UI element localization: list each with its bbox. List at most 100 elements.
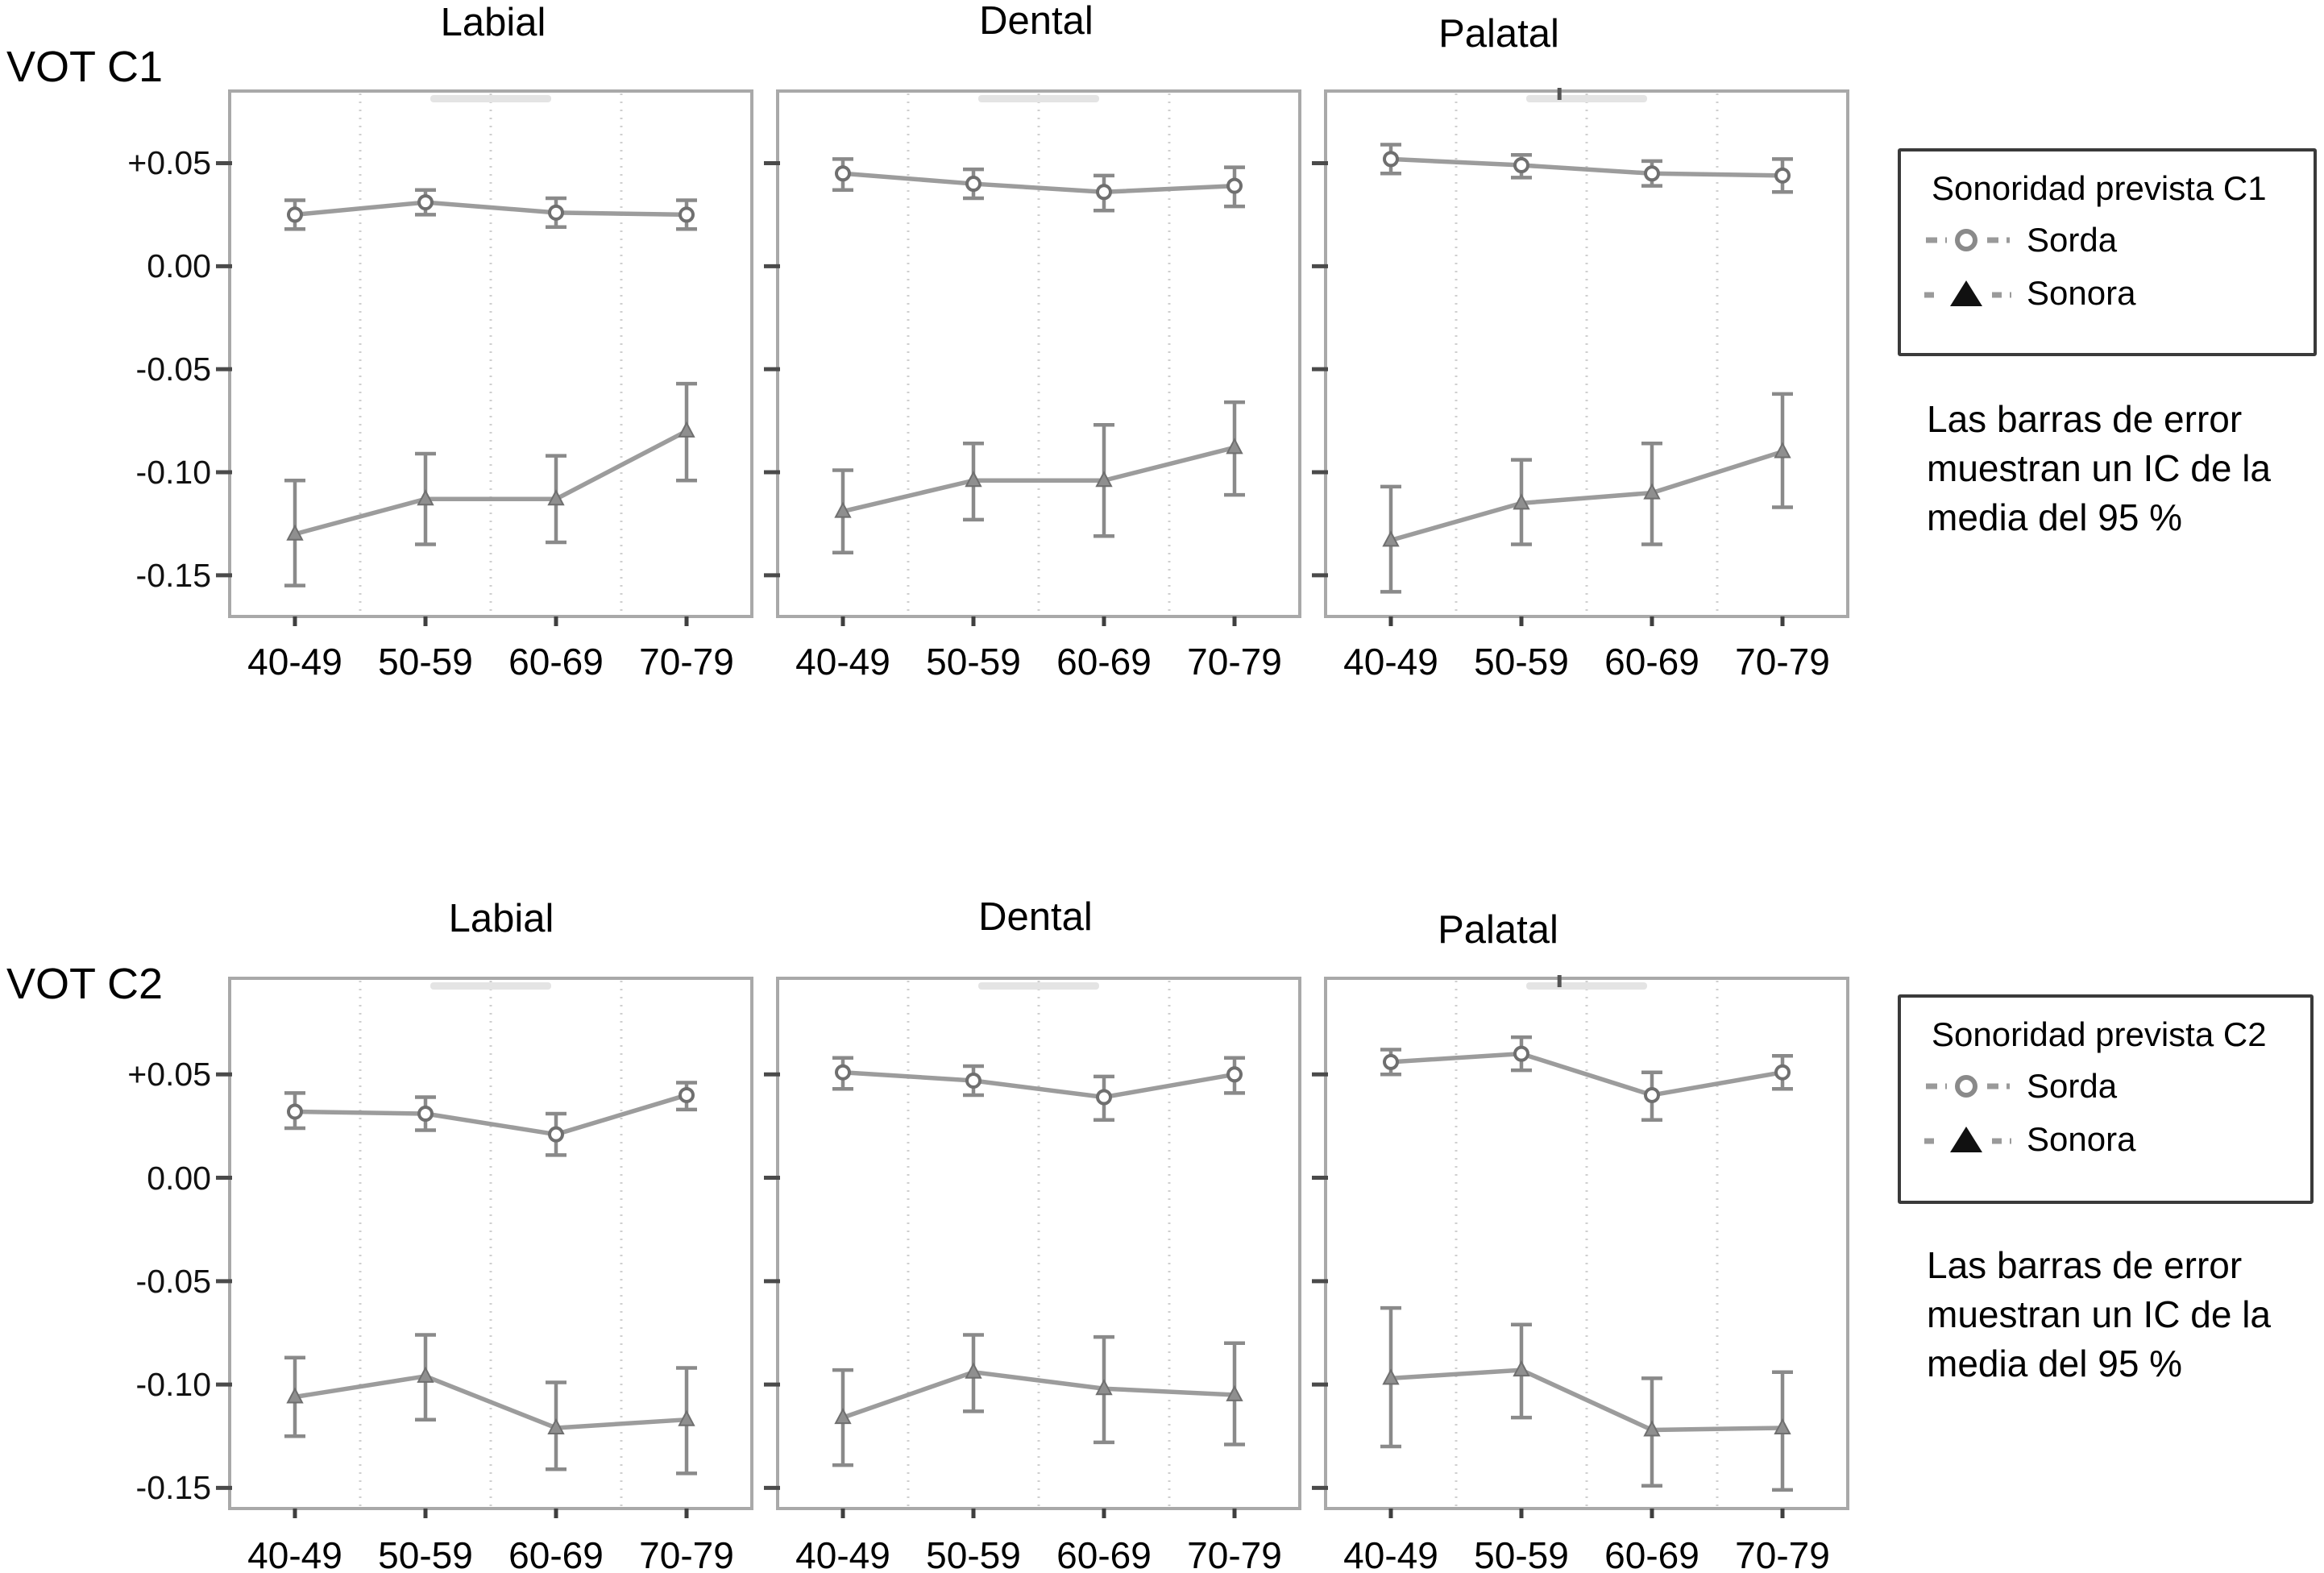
x-tick-label: 70-79	[1735, 641, 1830, 683]
sonora-marker	[834, 1407, 852, 1425]
top-smudge-artifact	[1526, 982, 1647, 990]
x-tick-label: 60-69	[1604, 641, 1699, 683]
sonora-marker	[1095, 1379, 1113, 1396]
series-line	[1390, 449, 1783, 543]
chart-panel-vot-c1-dental: 40-49 50-59 60-69 70-79	[764, 89, 1301, 683]
series-sonora	[284, 381, 697, 587]
sorda-marker	[835, 1064, 851, 1081]
legend-item-sonora: Sonora	[1915, 272, 2314, 314]
sonora-marker	[1382, 1368, 1400, 1385]
sorda-open-circle-icon	[1915, 1067, 2020, 1106]
top-smudge-artifact	[978, 982, 1099, 990]
sorda-open-circle-icon	[1915, 221, 2020, 259]
sonora-marker	[286, 524, 304, 541]
x-tick-label: 60-69	[508, 1534, 604, 1573]
sonora-marker	[1226, 1384, 1243, 1401]
series-line	[294, 1093, 687, 1137]
sorda-marker	[1513, 157, 1529, 174]
sorda-marker	[548, 1126, 564, 1143]
x-tick-label: 50-59	[378, 1534, 473, 1573]
chart-panel-vot-c2-dental: 40-49 50-59 60-69 70-79	[764, 977, 1301, 1573]
y-tick-label: -0.10	[135, 454, 211, 492]
legend-label-sorda: Sorda	[2027, 221, 2118, 259]
panel-border	[776, 977, 1301, 1510]
series-line	[294, 1374, 687, 1430]
x-tick-label: 40-49	[795, 641, 890, 683]
panel-title-c1-palatal: Palatal	[1438, 12, 1559, 56]
sorda-marker	[965, 176, 981, 193]
sonora-marker	[1513, 1359, 1530, 1377]
error-bar-note-c2: Las barras de error muestran un IC de la…	[1927, 1244, 2272, 1384]
sorda-marker	[679, 206, 695, 223]
x-tick-label: 40-49	[795, 1534, 890, 1573]
sorda-marker	[1644, 165, 1660, 182]
legend-item-sonora: Sonora	[1915, 1119, 2310, 1160]
sorda-marker	[287, 206, 303, 223]
sonora-marker	[1774, 442, 1791, 459]
series-line	[842, 1069, 1235, 1100]
sorda-marker	[1774, 1064, 1791, 1081]
legend-c1: Sonoridad prevista C1 Sorda Sonora	[1898, 148, 2317, 356]
y-tick-label: 0.00	[147, 1159, 211, 1197]
sorda-marker	[1226, 177, 1243, 194]
x-tick-label: 60-69	[1056, 1534, 1152, 1573]
x-tick-label: 60-69	[1056, 641, 1152, 683]
series-sorda	[1380, 1035, 1793, 1122]
legend-title-c1: Sonoridad prevista C1	[1932, 169, 2267, 207]
sonora-marker	[286, 1387, 304, 1404]
x-tick-label: 40-49	[247, 1534, 342, 1573]
x-tick-label: 40-49	[1343, 1534, 1438, 1573]
y-tick-label: -0.10	[135, 1366, 211, 1404]
x-tick-label: 70-79	[1187, 641, 1282, 683]
series-sonora	[832, 1333, 1245, 1467]
series-line	[842, 1369, 1235, 1420]
legend-title-c2: Sonoridad prevista C2	[1932, 1015, 2267, 1053]
chart-panel-vot-c2-palatal: 40-49 50-59 60-69 70-79	[1312, 975, 1849, 1573]
x-tick-label: 50-59	[1474, 641, 1569, 683]
sonora-filled-triangle-icon	[1915, 1120, 2020, 1159]
top-smudge-artifact	[978, 95, 1099, 102]
row-label-vot-c1: VOT C1	[6, 43, 164, 91]
sorda-marker	[417, 194, 434, 211]
sorda-marker	[1383, 151, 1399, 168]
y-tick-label: 0.00	[147, 247, 211, 285]
sorda-marker	[1513, 1045, 1529, 1062]
y-tick-label: -0.05	[135, 351, 211, 388]
legend-label-sorda: Sorda	[2027, 1067, 2118, 1105]
sorda-marker	[287, 1103, 303, 1120]
top-border-mark-artifact	[1557, 88, 1562, 100]
sonora-marker	[547, 489, 565, 506]
x-tick-label: 60-69	[1604, 1534, 1699, 1573]
sonora-marker	[1643, 1420, 1661, 1437]
series-line	[842, 445, 1235, 514]
sorda-marker	[1644, 1086, 1660, 1103]
sorda-marker	[1096, 1089, 1112, 1106]
y-tick-label: +0.05	[127, 1056, 211, 1094]
sonora-marker	[417, 1366, 434, 1383]
x-tick-label: 70-79	[639, 1534, 734, 1573]
panel-border	[228, 977, 753, 1510]
series-line	[1390, 156, 1783, 178]
legend-label-sonora: Sonora	[2027, 1120, 2136, 1158]
chart-panel-vot-c1-labial: 40-49 50-59 60-69 70-79	[216, 89, 753, 683]
y-tick-label: +0.05	[127, 144, 211, 182]
x-tick-label: 70-79	[1735, 1534, 1830, 1573]
sonora-marker	[1226, 438, 1243, 454]
x-tick-label: 50-59	[926, 1534, 1021, 1573]
sonora-marker	[834, 501, 852, 518]
series-line	[294, 429, 688, 537]
sorda-marker	[835, 165, 851, 182]
sonora-marker	[678, 421, 695, 438]
sorda-marker	[1226, 1066, 1243, 1083]
x-tick-label: 60-69	[508, 641, 604, 683]
x-tick-label: 40-49	[1343, 641, 1438, 683]
sonora-marker	[1382, 530, 1400, 547]
sonora-marker	[417, 489, 434, 506]
series-sorda	[832, 1056, 1245, 1122]
sonora-marker	[1643, 483, 1661, 500]
x-tick-label: 70-79	[1187, 1534, 1282, 1573]
panel-title-c1-labial: Labial	[440, 1, 546, 44]
x-tick-label: 40-49	[247, 641, 342, 683]
series-line	[294, 200, 687, 218]
x-tick-label: 50-59	[926, 641, 1021, 683]
